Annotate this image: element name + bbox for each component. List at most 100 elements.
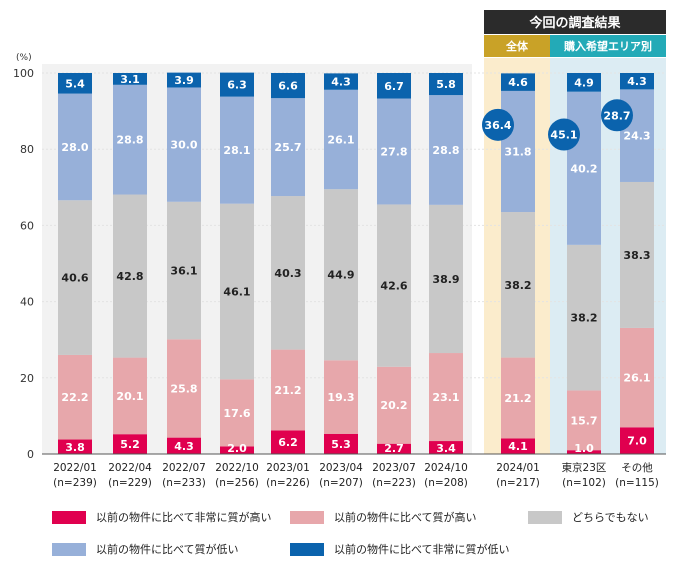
x-tick-label-8: 2024/01 [496,462,540,474]
x-tick-n-9: (n=102) [562,477,606,489]
bar-value-label-4-2: 40.3 [274,267,301,280]
bar-value-label-2-0: 4.3 [174,440,194,453]
bar-segment-8-4 [501,73,535,91]
bar-segment-10-4 [620,73,654,90]
bar-value-label-10-2: 38.3 [623,249,650,262]
bar-value-label-9-3: 40.2 [570,162,597,175]
bar-value-label-0-1: 22.2 [61,391,88,404]
bar-segment-3-2 [220,203,254,380]
x-tick-label-4: 2023/01 [266,462,310,474]
bar-segment-3-3 [220,96,254,204]
bar-segment-1-4 [113,73,147,85]
bar-segment-6-0 [377,443,411,454]
bar-segment-7-4 [429,73,463,96]
bar-value-label-3-0: 2.0 [227,442,247,455]
bar-value-label-4-1: 21.2 [274,384,301,397]
bar-segment-3-0 [220,446,254,454]
bar-segment-7-1 [429,353,463,442]
bar-segment-5-4 [324,73,358,90]
bar-value-label-6-2: 42.6 [380,280,407,293]
y-tick-80: 80 [20,143,34,156]
bar-segment-10-0 [620,427,654,454]
bar-value-label-0-0: 3.8 [65,441,85,454]
x-tick-n-1: (n=229) [108,477,152,489]
bar-segment-10-1 [620,327,654,428]
x-tick-label-2: 2022/07 [162,462,206,474]
x-tick-label-6: 2023/07 [372,462,416,474]
bar-value-label-2-2: 36.1 [170,265,197,278]
bar-segment-3-4 [220,72,254,97]
bar-segment-5-2 [324,189,358,361]
bar-segment-6-2 [377,204,411,367]
highlight-circle-2 [601,99,633,132]
bar-value-label-2-3: 30.0 [170,139,197,152]
header-group-area: 購入希望エリア別 [563,39,652,53]
bar-segment-1-2 [113,194,147,358]
header-group-all: 全体 [505,39,529,53]
x-tick-label-1: 2022/04 [108,462,152,474]
bar-value-label-1-2: 42.8 [116,270,143,283]
x-tick-label-10: その他 [621,461,653,474]
bar-segment-8-1 [501,357,535,439]
bar-value-label-0-2: 40.6 [61,272,88,285]
y-tick-60: 60 [20,219,34,232]
y-tick-40: 40 [20,296,34,309]
bar-value-label-0-3: 28.0 [61,141,88,154]
bar-value-label-1-0: 5.2 [120,438,140,451]
bar-segment-0-1 [58,354,92,440]
bar-segment-4-4 [271,73,305,99]
bar-value-label-4-0: 6.2 [278,436,298,449]
bar-segment-6-4 [377,73,411,99]
header-title-box [484,10,666,34]
highlight-value-1: 45.1 [550,129,577,142]
bar-segment-8-3 [501,90,535,213]
x-tick-n-8: (n=217) [496,477,540,489]
bar-value-label-8-4: 4.6 [508,76,528,89]
bar-value-label-7-1: 23.1 [432,391,459,404]
bar-segment-9-1 [567,390,601,451]
bar-value-label-4-3: 25.7 [274,141,301,154]
bar-value-label-6-0: 2.7 [384,442,404,455]
x-tick-n-2: (n=233) [162,477,206,489]
y-tick-100: 100 [13,67,34,80]
bar-value-label-3-2: 46.1 [223,286,250,299]
bar-value-label-0-4: 5.4 [65,77,85,90]
bar-segment-6-1 [377,366,411,444]
bar-value-label-10-1: 26.1 [623,372,650,385]
y-axis-unit: (%) [16,53,32,63]
bar-segment-7-3 [429,95,463,205]
bar-value-label-6-3: 27.8 [380,145,407,158]
x-tick-label-5: 2023/04 [319,462,363,474]
bar-segment-1-0 [113,434,147,454]
header-title: 今回の調査結果 [528,15,620,31]
x-tick-label-0: 2022/01 [53,462,97,474]
bar-value-label-4-4: 6.6 [278,80,298,93]
bar-value-label-3-3: 28.1 [223,144,250,157]
bar-segment-0-2 [58,200,92,355]
bar-value-label-9-4: 4.9 [574,76,594,89]
x-tick-n-5: (n=207) [319,477,363,489]
bar-value-label-6-1: 20.2 [380,399,407,412]
highlight-value-2: 28.7 [603,109,630,122]
bar-value-label-1-4: 3.1 [120,73,140,86]
x-tick-n-6: (n=223) [372,477,416,489]
bar-value-label-3-1: 17.6 [223,407,250,420]
bar-segment-8-0 [501,438,535,454]
bar-value-label-1-3: 28.8 [116,134,143,147]
bar-value-label-8-0: 4.1 [508,440,528,453]
bar-segment-2-3 [167,87,201,202]
x-tick-n-3: (n=256) [215,477,259,489]
x-tick-label-3: 2022/10 [215,462,259,474]
bar-value-label-2-1: 25.8 [170,382,197,395]
bar-value-label-1-1: 20.1 [116,390,143,403]
bar-segment-5-3 [324,89,358,190]
bar-segment-2-1 [167,339,201,438]
bar-segment-9-2 [567,244,601,391]
bar-segment-0-3 [58,93,92,201]
x-tick-n-10: (n=115) [615,477,659,489]
bar-value-label-7-3: 28.8 [432,144,459,157]
bar-value-label-9-0: 1.0 [574,442,594,455]
bar-value-label-2-4: 3.9 [174,74,194,87]
bar-segment-4-2 [271,196,305,350]
